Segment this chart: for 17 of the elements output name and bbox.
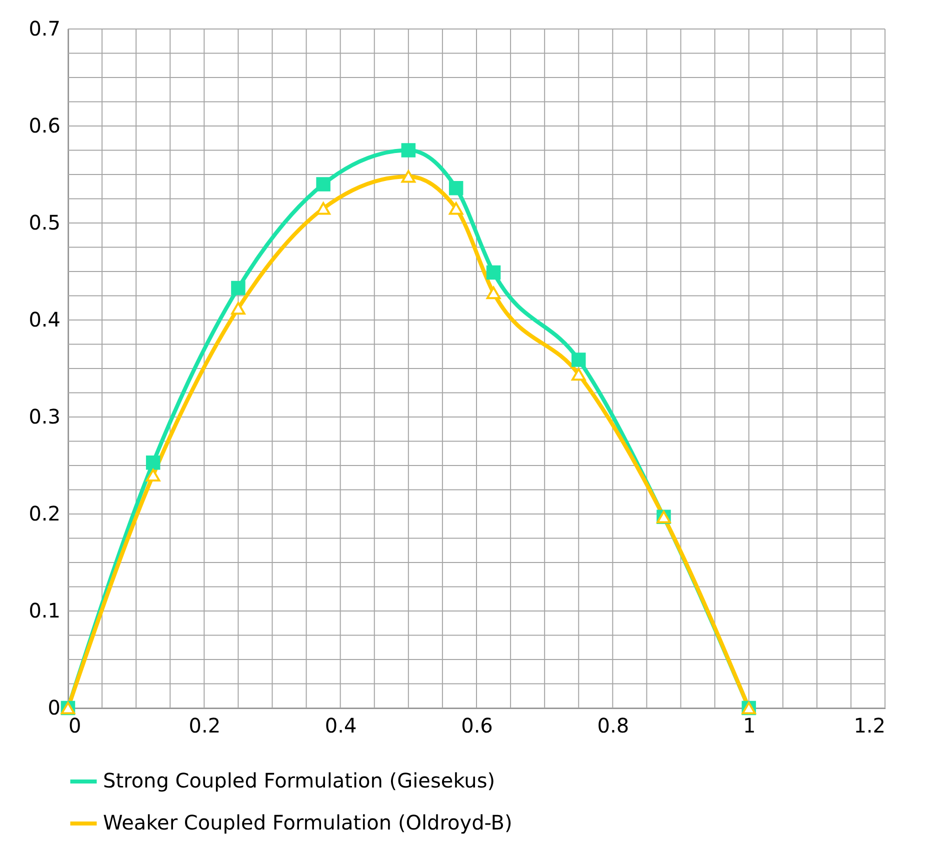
y-tick-label: 0.5: [28, 210, 60, 234]
y-tick-label: 0.4: [28, 308, 60, 332]
x-tick-label: 0: [68, 714, 82, 738]
y-tick-label: 0.3: [28, 404, 60, 428]
y-tick-label: 0.6: [28, 114, 60, 138]
legend-label: Weaker Coupled Formulation (Oldroyd-B): [103, 810, 512, 834]
x-tick-label: 0.4: [324, 714, 357, 738]
legend-label: Strong Coupled Formulation (Giesekus): [103, 768, 496, 792]
x-tick-label: 0.2: [188, 714, 221, 738]
y-tick-label: 0.1: [28, 598, 60, 622]
x-tick-label: 1: [742, 714, 756, 738]
x-tick-label: 1.2: [854, 714, 886, 738]
y-tick-label: 0: [48, 696, 60, 720]
x-tick-label: 0.6: [461, 714, 493, 738]
x-tick-label: 0.8: [597, 714, 630, 738]
y-tick-label: 0.7: [28, 16, 60, 40]
y-tick-label: 0.2: [28, 502, 60, 526]
